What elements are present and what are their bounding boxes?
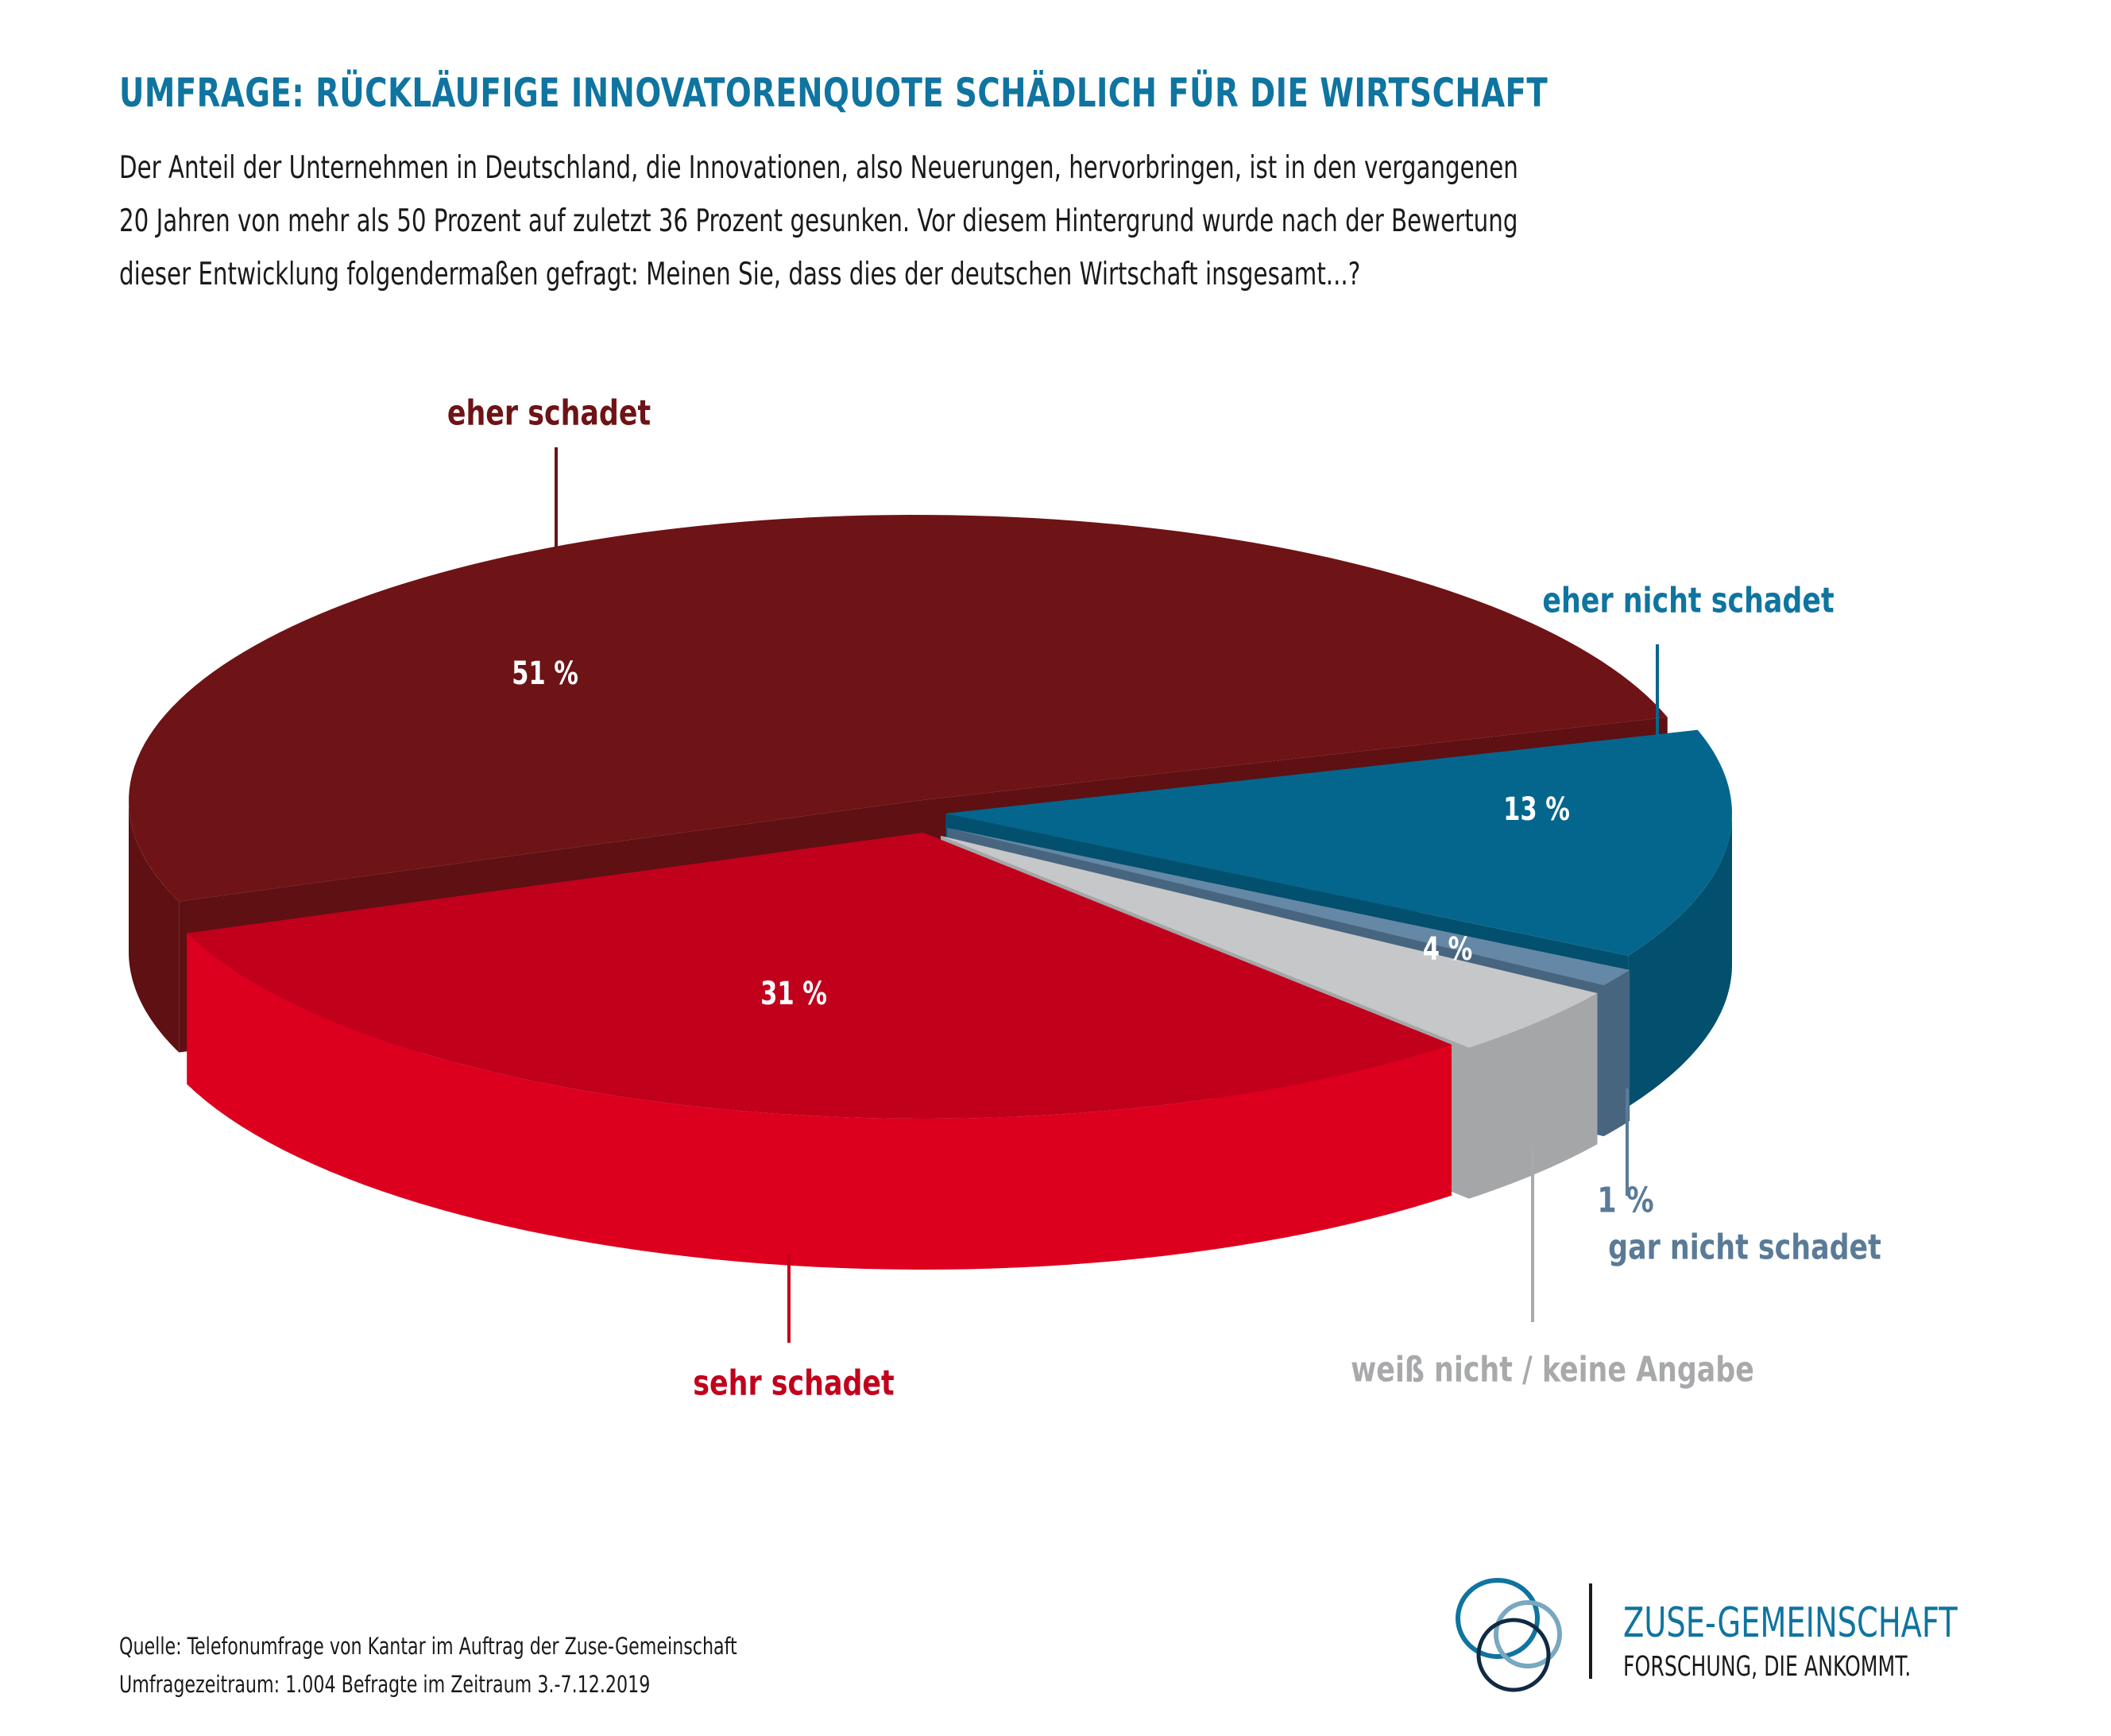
source-line: Quelle: Telefonumfrage von Kantar im Auf…	[119, 1633, 737, 1660]
label-eher-schadet: eher schadet	[447, 392, 651, 434]
pie-slice-top	[129, 515, 1668, 902]
leader-line-eher-schadet	[555, 447, 558, 549]
period-line: Umfragezeitraum: 1.004 Befragte im Zeitr…	[119, 1671, 651, 1698]
leader-line-gar-nicht-schadet	[1626, 1088, 1629, 1196]
value-label-eher-nicht-schadet: 13 %	[1503, 791, 1570, 828]
intro-text: Der Anteil der Unternehmen in Deutschlan…	[119, 141, 2043, 301]
label-eher-nicht-schadet: eher nicht schadet	[1542, 580, 1835, 621]
leader-line-eher-nicht-schadet	[1656, 644, 1659, 740]
value-label-sehr-schadet: 31 %	[760, 976, 827, 1012]
leader-line-sehr-schadet	[787, 1255, 791, 1343]
pie-slice-top	[947, 828, 1630, 986]
value-label-eher-schadet: 51 %	[512, 655, 578, 692]
pie-slice-4	[187, 833, 1452, 1270]
pie-slice-top	[187, 833, 1452, 1119]
logo-divider	[1589, 1583, 1592, 1679]
logo-tagline: FORSCHUNG, DIE ANKOMMT.	[1623, 1651, 1912, 1683]
leader-line-weiss-nicht	[1531, 1146, 1534, 1322]
chart-title: UMFRAGE: RÜCKLÄUFIGE INNOVATORENQUOTE SC…	[119, 70, 1548, 116]
pie-slice-side	[1603, 969, 1630, 1137]
intro-line: dieser Entwicklung folgendermaßen gefrag…	[119, 257, 1361, 292]
pie-slice-side	[187, 933, 1452, 1270]
label-weiss-nicht: weiß nicht / keine Angabe	[1351, 1349, 1754, 1390]
pie-slice-top	[941, 836, 1598, 1048]
zuse-logo-icon	[1456, 1578, 1562, 1692]
label-sehr-schadet: sehr schadet	[693, 1363, 895, 1404]
source-note: Quelle: Telefonumfrage von Kantar im Auf…	[119, 1627, 737, 1703]
intro-line: Der Anteil der Unternehmen in Deutschlan…	[119, 150, 1518, 186]
pie-slice-side	[1469, 993, 1598, 1199]
logo-name: ZUSE-GEMEINSCHAFT	[1623, 1599, 1958, 1647]
label-gar-nicht-schadet-value: 1 %	[1597, 1180, 1654, 1221]
label-gar-nicht-schadet: gar nicht schadet	[1608, 1227, 1881, 1268]
pie-slice-side	[1628, 814, 1732, 1107]
intro-line: 20 Jahren von mehr als 50 Prozent auf zu…	[119, 203, 1518, 239]
pie-slice-top	[945, 729, 1732, 956]
pie-slice-side	[129, 801, 180, 1053]
value-label-weiss-nicht: 4 %	[1422, 931, 1473, 968]
